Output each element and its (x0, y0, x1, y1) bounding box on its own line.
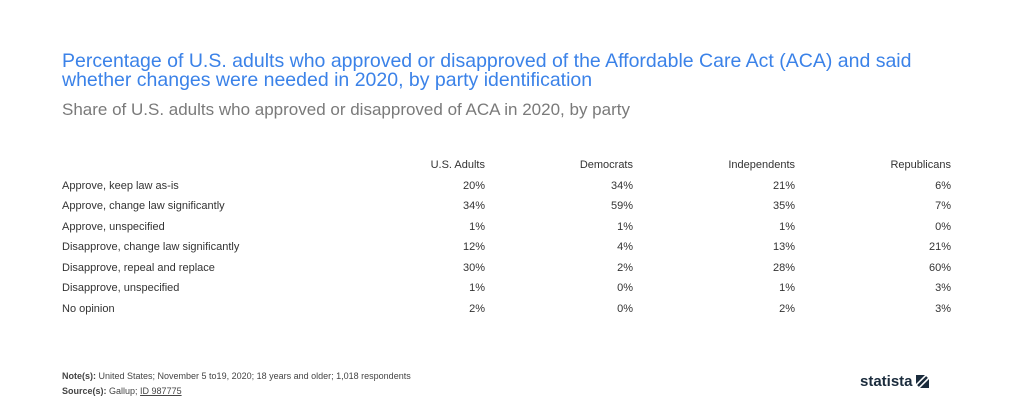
row-label: Disapprove, repeal and replace (62, 261, 215, 274)
column-header: Republicans (890, 159, 951, 172)
source-id-link[interactable]: ID 987775 (140, 386, 182, 396)
data-table: U.S. Adults Democrats Independents Republic… (62, 155, 951, 319)
table-cell: 1% (779, 282, 795, 295)
table-cell: 12% (462, 241, 485, 254)
table-row: No opinion 2% 0% 2% 3% (62, 299, 951, 320)
table-cell: 4% (617, 241, 633, 254)
table-cell: 0% (935, 220, 951, 233)
table-cell: 7% (935, 200, 951, 213)
table-cell: 30% (462, 261, 485, 274)
statista-logo[interactable]: statista (860, 373, 929, 390)
table-cell: 1% (779, 220, 795, 233)
table-cell: 0% (617, 302, 633, 315)
row-label: Approve, change law significantly (62, 200, 225, 213)
table-row: Approve, change law significantly 34% 59% 3… (62, 196, 951, 217)
table-cell: 34% (462, 200, 485, 213)
table-cell: 2% (469, 302, 485, 315)
note-label: Note(s): (62, 371, 96, 381)
table-cell: 21% (772, 179, 795, 192)
table-cell: 13% (772, 241, 795, 254)
table-cell: 3% (935, 302, 951, 315)
table-cell: 59% (610, 200, 633, 213)
note-line: Note(s): United States; November 5 to19,… (62, 369, 411, 384)
table-cell: 1% (469, 220, 485, 233)
table-row: Disapprove, unspecified 1% 0% 1% 3% (62, 278, 951, 299)
table-row: Approve, unspecified 1% 1% 1% 0% (62, 217, 951, 238)
table-cell: 6% (935, 179, 951, 192)
source-line: Source(s): Gallup; ID 987775 (62, 384, 411, 399)
column-header: U.S. Adults (430, 159, 485, 172)
row-label: Disapprove, change law significantly (62, 241, 240, 254)
source-text: Gallup; (106, 386, 141, 396)
chart-title: Percentage of U.S. adults who approved o… (62, 50, 912, 91)
row-label: No opinion (62, 302, 115, 315)
table-cell: 0% (617, 282, 633, 295)
table-header-row: U.S. Adults Democrats Independents Republic… (62, 155, 951, 176)
footer-notes: Note(s): United States; November 5 to19,… (62, 369, 411, 399)
column-header: Democrats (579, 159, 633, 172)
table-cell: 60% (928, 261, 951, 274)
source-label: Source(s): (62, 386, 107, 396)
table-row: Disapprove, repeal and replace 30% 2% 28% 60… (62, 258, 951, 279)
row-label: Approve, unspecified (62, 220, 165, 233)
table-cell: 35% (772, 200, 795, 213)
table-cell: 20% (462, 179, 485, 192)
chart-subtitle: Share of U.S. adults who approved or dis… (62, 100, 630, 119)
table-cell: 21% (928, 241, 951, 254)
row-label-header (62, 155, 320, 176)
table-cell: 1% (617, 220, 633, 233)
row-label: Approve, keep law as-is (62, 179, 179, 192)
table-cell: 28% (772, 261, 795, 274)
table-row: Disapprove, change law significantly 12% 4… (62, 237, 951, 258)
table-row: Approve, keep law as-is 20% 34% 21% 6% (62, 176, 951, 197)
logo-text: statista (860, 373, 913, 390)
table-cell: 1% (469, 282, 485, 295)
column-header: Independents (728, 159, 795, 172)
table-cell: 3% (935, 282, 951, 295)
row-label: Disapprove, unspecified (62, 282, 180, 295)
table-cell: 2% (617, 261, 633, 274)
table-cell: 2% (779, 302, 795, 315)
note-text: United States; November 5 to19, 2020; 18… (96, 371, 411, 381)
table-cell: 34% (610, 179, 633, 192)
statista-logo-icon (915, 375, 929, 388)
